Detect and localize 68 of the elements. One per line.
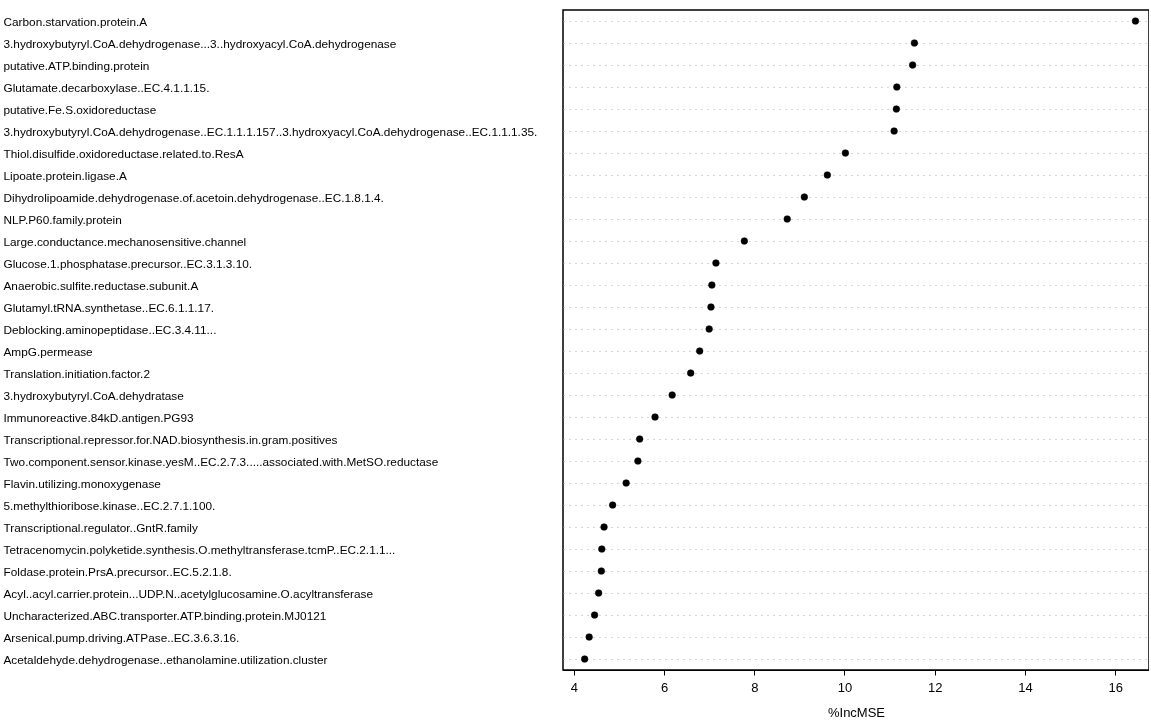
y-tick-label: Two.component.sensor.kinase.yesM..EC.2.7.3.....associated.with.MetSO.reductase [3, 454, 439, 469]
y-tick-label: Acyl..acyl.carrier.protein...UDP.N..acetylglucosamine.O.acyltransferase [3, 586, 374, 601]
point [598, 545, 606, 553]
point [783, 215, 791, 223]
x-tick-label: 4 [570, 679, 578, 695]
point [585, 633, 593, 641]
point [590, 611, 599, 619]
point [890, 127, 898, 135]
point [708, 281, 716, 289]
point [634, 457, 642, 465]
point [581, 655, 589, 663]
y-tick-label: Glucose.1.phosphatase.precursor..EC.3.1.3.10. [3, 256, 253, 271]
y-tick-label: Dihydrolipoamide.dehydrogenase.of.acetoin.dehydrogenase..EC.1.8.1.4. [3, 190, 384, 205]
point [823, 171, 831, 179]
y-tick-label: Deblocking.aminopeptidase..EC.3.4.11... [3, 322, 217, 337]
point [651, 413, 659, 421]
y-tick-label: Carbon.starvation.protein.A [3, 14, 148, 29]
point [668, 391, 676, 399]
y-tick-label: 3.hydroxybutyryl.CoA.dehydrogenase...3..hydroxyacyl.CoA.dehydrogenase [3, 36, 397, 51]
point [696, 347, 704, 355]
point [600, 523, 608, 531]
y-tick-label: Translation.initiation.factor.2 [3, 366, 150, 381]
y-tick-label: Transcriptional.repressor.for.NAD.biosynthesis.in.gram.positives [3, 432, 338, 447]
y-tick-label: Acetaldehyde.dehydrogenase..ethanolamine.utilization.cluster [3, 652, 328, 667]
x-tick-label: 12 [927, 679, 943, 695]
point [622, 479, 630, 487]
y-tick-label: Glutamyl.tRNA.synthetase..EC.6.1.1.17. [3, 300, 214, 315]
y-tick-label: Arsenical.pump.driving.ATPase..EC.3.6.3.16. [3, 630, 240, 645]
point [705, 325, 713, 333]
y-tick-label: Glutamate.decarboxylase..EC.4.1.1.15. [3, 80, 210, 95]
x-tick-label: 6 [660, 679, 669, 695]
y-tick-label: Thiol.disulfide.oxidoreductase.related.to.ResA [3, 146, 244, 161]
y-tick-label: Transcriptional.regulator..GntR.family [3, 520, 198, 535]
x-axis-title: %IncMSE [827, 704, 886, 720]
y-tick-label: NLP.P60.family.protein [3, 212, 122, 227]
point [1131, 17, 1140, 25]
y-tick-label: Flavin.utilizing.monoxygenase [3, 476, 162, 491]
x-tick-label: 16 [1108, 679, 1123, 695]
x-tick-label: 8 [751, 679, 759, 695]
y-tick-label: putative.ATP.binding.protein [3, 58, 150, 73]
point [636, 435, 644, 443]
y-tick-label: Uncharacterized.ABC.transporter.ATP.binding.protein.MJ0121 [3, 608, 327, 623]
point [841, 149, 849, 157]
y-tick-label: putative.Fe.S.oxidoreductase [3, 102, 157, 117]
point [707, 303, 715, 311]
x-tick-label: 10 [837, 679, 853, 695]
y-tick-label: Immunoreactive.84kD.antigen.PG93 [3, 410, 195, 425]
y-tick-label: Tetracenomycin.polyketide.synthesis.O.methyltransferase.tcmP..EC.2.1.1... [3, 542, 396, 557]
point [909, 61, 917, 69]
point [800, 193, 808, 201]
y-tick-label: 3.hydroxybutyryl.CoA.dehydrogenase..EC.1.1.1.157..3.hydroxyacyl.CoA.dehydrogenase..EC.1.1.1.35. [3, 124, 538, 139]
point [740, 237, 748, 245]
y-tick-label: AmpG.permease [3, 344, 94, 359]
x-tick-label: 14 [1018, 679, 1033, 695]
y-tick-label: 5.methylthioribose.kinase..EC.2.7.1.100. [3, 498, 216, 513]
y-tick-label: Lipoate.protein.ligase.A [3, 168, 127, 183]
point [893, 83, 901, 91]
point [609, 501, 617, 509]
point [597, 567, 605, 575]
y-tick-label: Foldase.protein.PrsA.precursor..EC.5.2.1.8. [3, 564, 232, 579]
point [712, 259, 720, 267]
point [687, 369, 695, 377]
point [892, 105, 900, 113]
point [595, 589, 603, 597]
y-tick-label: Anaerobic.sulfite.reductase.subunit.A [3, 278, 199, 293]
y-tick-label: 3.hydroxybutyryl.CoA.dehydratase [3, 388, 185, 403]
point [910, 39, 919, 47]
y-tick-label: Large.conductance.mechanosensitive.channel [3, 234, 247, 249]
